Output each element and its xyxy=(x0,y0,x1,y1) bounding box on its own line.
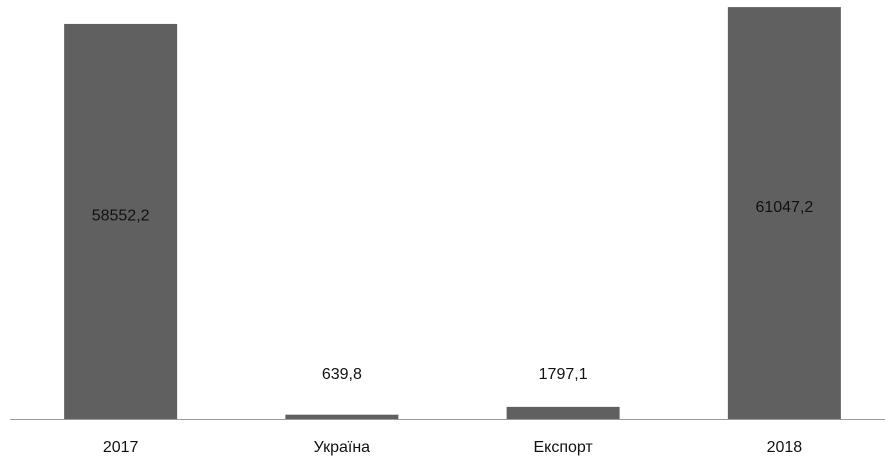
x-tick-label-3: 2018 xyxy=(767,439,803,456)
x-tick-label-1: Україна xyxy=(314,439,371,456)
x-tick-label-0: 2017 xyxy=(103,439,139,456)
labels-layer: 58552,2 639,8 1797,1 61047,2 xyxy=(92,199,814,383)
data-label-3: 61047,2 xyxy=(755,199,813,216)
bar-2 xyxy=(506,406,620,419)
tick-labels-layer: 2017 Україна Експорт 2018 xyxy=(103,439,802,456)
data-label-2: 1797,1 xyxy=(539,366,588,383)
bar-3 xyxy=(727,7,841,420)
x-tick-label-2: Експорт xyxy=(533,439,593,456)
bar-1 xyxy=(285,414,399,419)
data-label-0: 58552,2 xyxy=(92,207,150,224)
data-label-1: 639,8 xyxy=(322,366,362,383)
bars-layer xyxy=(64,7,841,420)
bar-0 xyxy=(64,23,178,419)
